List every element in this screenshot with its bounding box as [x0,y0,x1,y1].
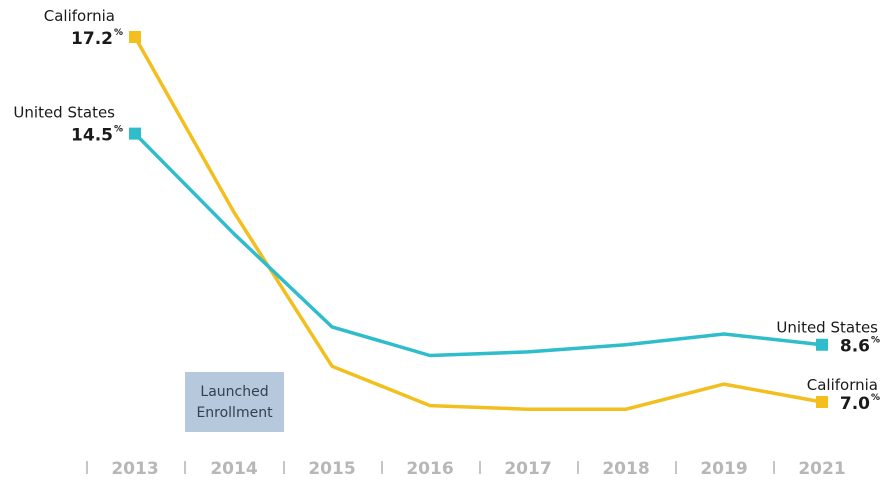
california-start-name: California [44,7,115,25]
x-tick-label-2015: 2015 [308,459,355,479]
california-start-marker [129,31,141,43]
united-states-start-value: 14.5 [71,126,113,146]
united-states-line [133,131,824,358]
annotation-line-1: Launched [200,384,268,400]
california-start-unit: % [114,28,123,38]
united-states-end-marker [816,338,828,351]
united-states-start-marker [129,127,141,140]
annotation-layer: Launched Enrollment [185,372,284,432]
california-line [133,35,824,411]
united-states-end-value: 8.6 [840,337,870,357]
x-tick-label-2014: 2014 [210,459,257,479]
x-tick-label-2019: 2019 [700,459,747,479]
california-end-unit: % [871,393,880,403]
united-states-end-unit: % [871,336,880,346]
lines-layer [129,31,828,411]
united-states-start-unit: % [114,125,123,135]
united-states-end-name: United States [776,319,878,337]
california-start-value: 17.2 [71,29,113,49]
x-tick-label-2021: 2021 [798,459,845,479]
california-end-value: 7.0 [840,394,870,414]
x-tick-label-2017: 2017 [504,459,551,479]
x-tick-label-2018: 2018 [602,459,649,479]
california-end-name: California [807,376,878,394]
x-tick-label-2013: 2013 [111,459,158,479]
x-tick-label-2016: 2016 [406,459,453,479]
annotation-line-2: Enrollment [196,405,273,421]
launched-enrollment-box [185,372,284,432]
california-end-marker [816,396,828,408]
x-axis: 2013 2014 2015 2016 2017 2018 2019 2021 [86,459,846,479]
united-states-start-name: United States [13,104,115,122]
